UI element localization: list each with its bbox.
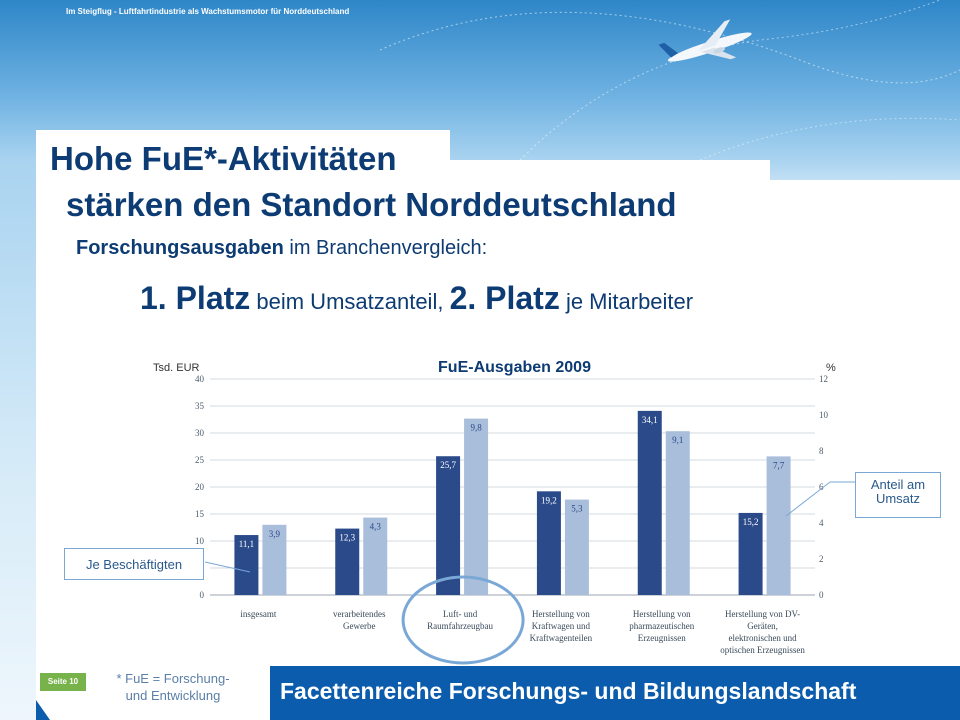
data-label-per-employee: 19,2 [541, 495, 557, 505]
bar-revenue-share [665, 431, 690, 595]
callout-revenue-share: Anteil am Umsatz [855, 472, 941, 518]
bar-per-employee [536, 491, 561, 595]
data-label-revenue-share: 9,1 [672, 435, 683, 445]
data-label-per-employee: 25,7 [440, 460, 456, 470]
left-tick-label: 10 [195, 536, 205, 546]
subtitle-bold: Forschungsausgaben [76, 237, 284, 259]
category-label: Gewerbe [343, 621, 375, 631]
headline-first-rank: 1. Platz [140, 280, 251, 316]
left-axis-label: Tsd. EUR [153, 362, 200, 374]
data-label-per-employee: 15,2 [743, 517, 759, 527]
left-tick-label: 25 [195, 455, 205, 465]
left-tick-label: 30 [195, 428, 205, 438]
title-line-1: Hohe FuE*-Aktivitäten [50, 140, 397, 177]
headline-second-rank: 2. Platz [449, 280, 560, 316]
right-tick-label: 6 [819, 482, 824, 492]
footnote-line2: und Entwicklung [125, 688, 221, 703]
data-label-revenue-share: 7,7 [773, 460, 785, 470]
callout-left-connector [204, 561, 251, 573]
corner-decor [36, 700, 50, 720]
right-tick-label: 2 [819, 554, 824, 564]
category-label: Luft- und [443, 609, 478, 619]
category-label: Herstellung von [532, 609, 590, 619]
footnote-line1: * FuE = Forschung- [116, 671, 230, 686]
bar-revenue-share [464, 418, 489, 595]
callout-revenue-share-line2: Umsatz [875, 491, 921, 506]
bar-per-employee [436, 456, 461, 595]
right-tick-label: 4 [819, 518, 824, 528]
category-label: Geräten, [747, 621, 778, 631]
bar-per-employee [637, 410, 662, 595]
footer-bar [270, 666, 960, 720]
chart-title: FuE-Ausgaben 2009 [438, 359, 591, 376]
data-label-revenue-share: 9,8 [470, 423, 482, 433]
bar-revenue-share [262, 524, 287, 595]
callout-per-employee: Je Beschäftigten [64, 548, 204, 580]
left-tick-label: 0 [200, 590, 205, 600]
left-tick-label: 20 [195, 482, 205, 492]
data-label-per-employee: 12,3 [339, 533, 355, 543]
data-label-revenue-share: 5,3 [571, 504, 583, 514]
airplane-illustration [379, 0, 960, 160]
subtitle-rest: im Branchenvergleich: [283, 237, 488, 259]
category-label: Erzeugnissen [638, 633, 686, 643]
category-label: verarbeitendes [333, 609, 386, 619]
callout-right-connector [785, 481, 831, 517]
footer-text: Facettenreiche Forschungs- und Bildungsl… [280, 678, 857, 704]
data-label-per-employee: 34,1 [642, 415, 658, 425]
category-label: Herstellung von DV- [725, 609, 800, 619]
title-line-2: stärken den Standort Norddeutschland [66, 186, 677, 223]
category-label: elektronischen und [728, 633, 797, 643]
bar-revenue-share [363, 517, 388, 595]
headline-second-text: je Mitarbeiter [559, 289, 694, 314]
data-label-per-employee: 11,1 [239, 539, 254, 549]
category-label: optischen Erzeugnissen [720, 645, 805, 655]
subtitle: Forschungsausgaben im Branchenvergleich: [76, 237, 487, 260]
title-tab [36, 130, 450, 180]
headline: 1. Platz beim Umsatzanteil, 2. Platz je … [140, 280, 693, 317]
header-text: Im Steigflug - Luftfahrtindustrie als Wa… [66, 7, 350, 16]
bar-per-employee [335, 528, 360, 595]
category-label: Kraftwagen und [532, 621, 591, 631]
bar-per-employee [738, 512, 763, 595]
page-number: Seite 10 [40, 673, 86, 691]
right-tick-label: 10 [819, 410, 829, 420]
bar-revenue-share [766, 456, 791, 595]
category-label: Raumfahrzeugbau [427, 621, 493, 631]
category-label: insgesamt [240, 609, 276, 619]
right-tick-label: 0 [819, 590, 824, 600]
data-label-revenue-share: 4,3 [370, 522, 382, 532]
left-decor-strip [0, 160, 36, 720]
category-label: pharmazeutischen [629, 621, 694, 631]
highlight-circle [401, 575, 525, 665]
footnote: * FuE = Forschung- und Entwicklung [98, 670, 248, 704]
headline-first-text: beim Umsatzanteil, [250, 289, 450, 314]
category-label: Herstellung von [633, 609, 691, 619]
right-axis-label: % [826, 362, 836, 374]
left-tick-label: 40 [195, 374, 205, 384]
callout-revenue-share-line1: Anteil am [870, 477, 926, 492]
category-label: Kraftwagenteilen [530, 633, 593, 643]
data-label-revenue-share: 3,9 [269, 529, 281, 539]
bar-revenue-share [564, 499, 589, 595]
bar-per-employee [234, 535, 259, 595]
left-tick-label: 35 [195, 401, 205, 411]
left-tick-label: 15 [195, 509, 205, 519]
right-tick-label: 8 [819, 446, 824, 456]
right-tick-label: 12 [819, 374, 828, 384]
